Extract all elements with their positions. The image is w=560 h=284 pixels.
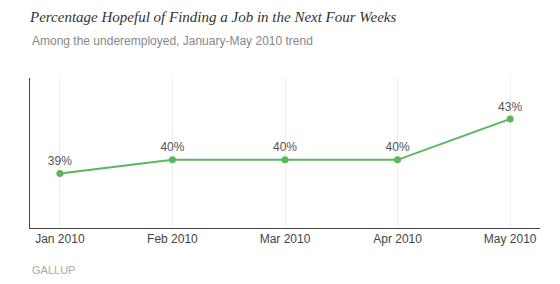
svg-text:May 2010: May 2010 <box>484 232 537 246</box>
svg-text:40%: 40% <box>386 140 410 154</box>
svg-text:39%: 39% <box>48 154 72 168</box>
svg-text:Percentage Hopeful of Finding: Percentage Hopeful of Finding a Job in t… <box>29 9 396 25</box>
svg-text:Among the underemployed, Janua: Among the underemployed, January-May 201… <box>32 34 313 48</box>
svg-text:43%: 43% <box>498 100 522 114</box>
svg-text:40%: 40% <box>273 140 297 154</box>
svg-text:Jan 2010: Jan 2010 <box>35 232 85 246</box>
svg-text:40%: 40% <box>160 140 184 154</box>
svg-text:Feb 2010: Feb 2010 <box>147 232 198 246</box>
svg-text:GALLUP: GALLUP <box>32 264 75 276</box>
svg-text:Apr 2010: Apr 2010 <box>373 232 422 246</box>
svg-text:Mar 2010: Mar 2010 <box>260 232 311 246</box>
